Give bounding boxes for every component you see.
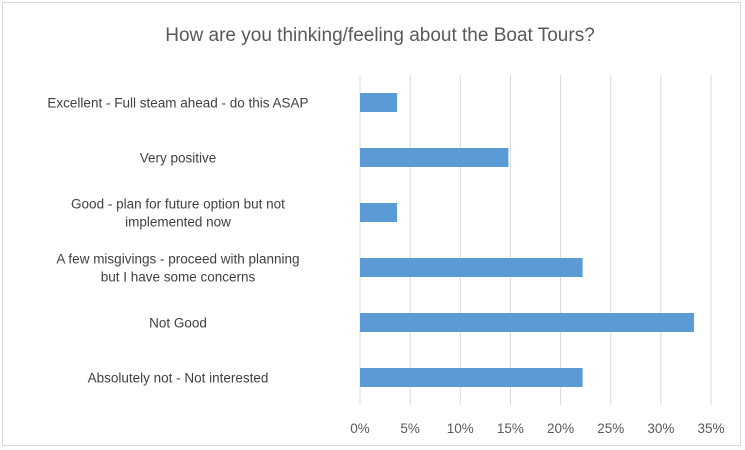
bar (360, 368, 583, 387)
bar (360, 313, 694, 332)
category-label: Good - plan for future option but not (71, 197, 285, 212)
bar (360, 93, 398, 112)
category-label: Very positive (140, 151, 217, 166)
bar (360, 148, 509, 167)
bars (360, 93, 694, 387)
x-tick-label: 10% (447, 421, 474, 436)
x-axis-tick-labels: 0% 5% 10% 15% 20% 25% 30% 35% (350, 421, 724, 436)
category-label: but I have some concerns (101, 270, 256, 285)
category-label: Excellent - Full steam ahead - do this A… (47, 96, 308, 111)
category-label: Not Good (149, 316, 207, 331)
x-tick-label: 20% (547, 421, 574, 436)
bar (360, 258, 583, 277)
x-tick-label: 35% (697, 421, 724, 436)
category-label: Absolutely not - Not interested (88, 371, 269, 386)
x-tick-label: 30% (647, 421, 674, 436)
x-tick-label: 25% (597, 421, 624, 436)
category-labels: Excellent - Full steam ahead - do this A… (47, 96, 308, 386)
category-label: implemented now (125, 215, 231, 230)
x-tick-label: 0% (350, 421, 370, 436)
chart-title: How are you thinking/feeling about the B… (165, 25, 595, 46)
x-tick-label: 5% (400, 421, 420, 436)
x-tick-label: 15% (497, 421, 524, 436)
category-label: A few misgivings - proceed with planning (56, 252, 299, 267)
gridlines (359, 75, 712, 405)
bar (360, 203, 398, 222)
